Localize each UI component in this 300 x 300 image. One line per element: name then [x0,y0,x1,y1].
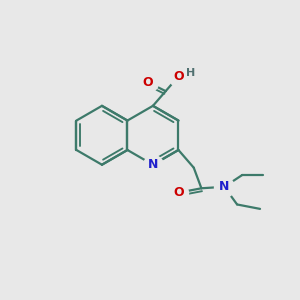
Text: O: O [142,76,153,89]
Text: H: H [186,68,195,78]
Text: N: N [219,180,230,193]
Text: N: N [148,158,158,171]
Text: O: O [173,186,184,199]
Text: O: O [173,70,184,83]
